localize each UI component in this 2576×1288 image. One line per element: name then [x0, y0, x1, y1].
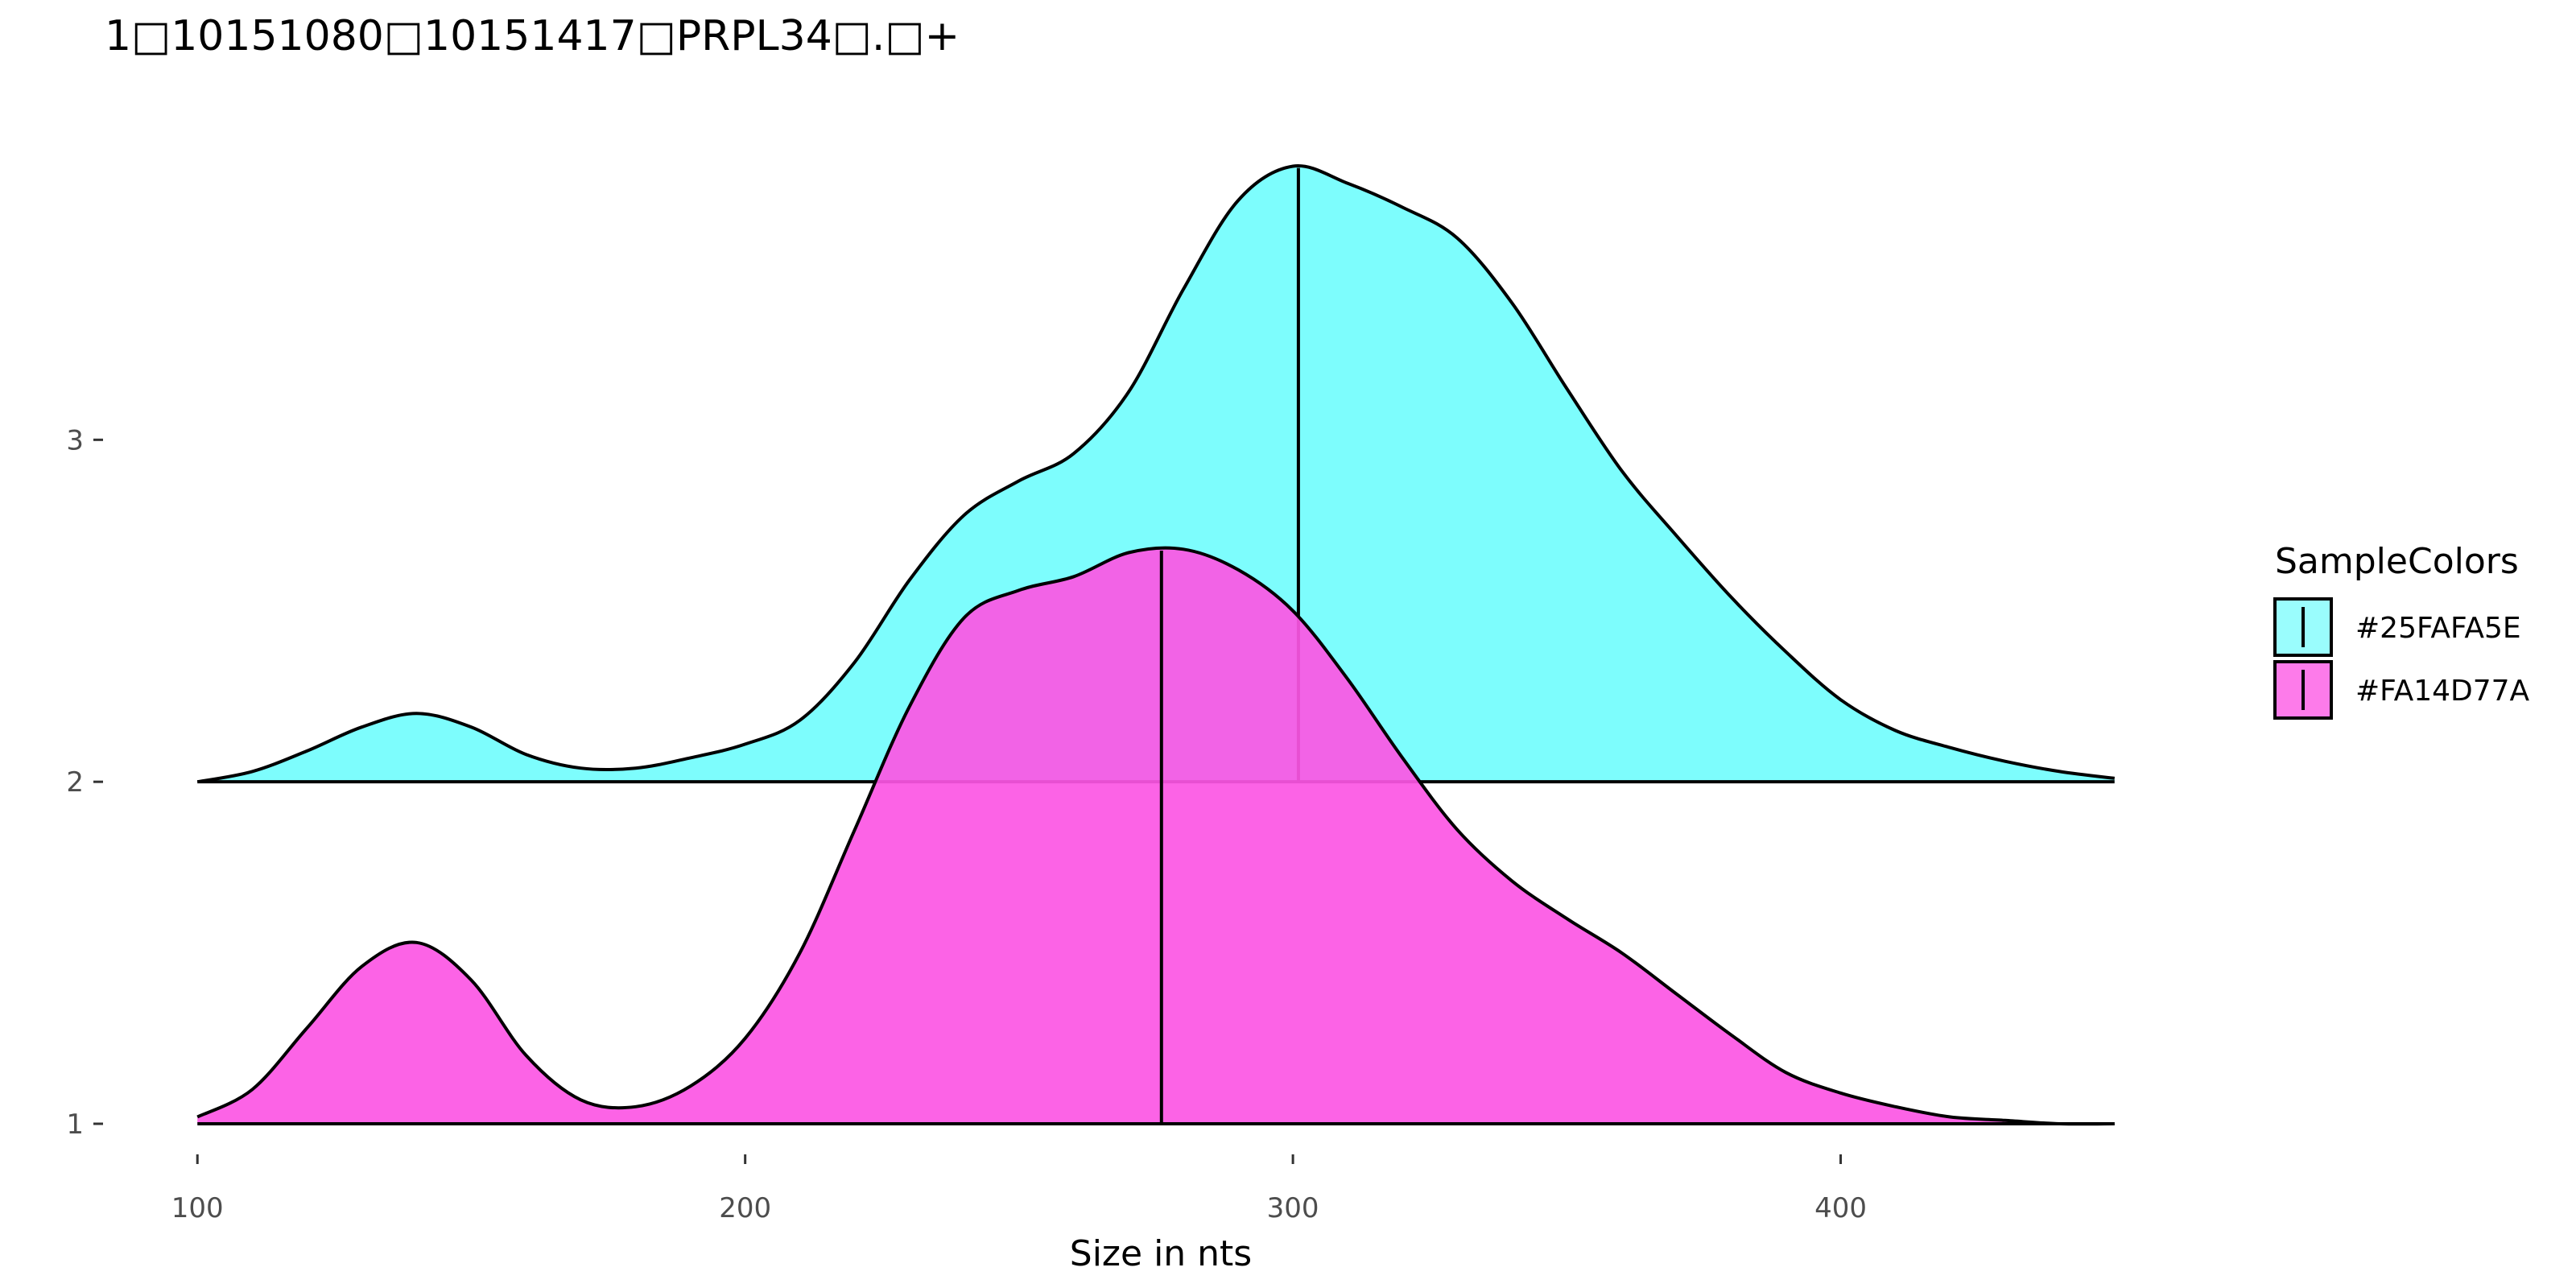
ridge-outline: [196, 546, 2115, 1126]
y-tick-label: 1: [66, 1108, 84, 1141]
x-axis: 100 200 300 400: [171, 1154, 1867, 1224]
legend-item: #FA14D77A: [2273, 660, 2530, 720]
x-tick-label: 400: [1814, 1192, 1867, 1224]
x-tick-label: 200: [719, 1192, 771, 1224]
chart-title: 1□10151080□10151417□PRPL34□.□+: [105, 12, 960, 60]
plot-area: [196, 164, 2116, 1126]
y-tick-label: 2: [66, 766, 84, 799]
ridge-fill: [197, 165, 2115, 782]
legend-item: #25FAFA5E: [2273, 597, 2521, 657]
y-axis: 1 2 3: [66, 424, 103, 1141]
ridge-series-2: [196, 546, 2115, 1126]
y-tick-label: 3: [66, 424, 84, 456]
ridge-outline: [196, 164, 2116, 784]
x-axis-title: Size in nts: [1070, 1233, 1252, 1274]
ridge-fill: [197, 547, 2115, 1125]
x-tick-label: 100: [171, 1192, 224, 1224]
x-tick-label: 300: [1267, 1192, 1319, 1224]
legend-label: #25FAFA5E: [2355, 612, 2521, 645]
legend-label: #FA14D77A: [2355, 675, 2530, 708]
legend: SampleColors #25FAFA5E #FA14D77A: [2273, 541, 2530, 720]
legend-title: SampleColors: [2275, 541, 2519, 582]
